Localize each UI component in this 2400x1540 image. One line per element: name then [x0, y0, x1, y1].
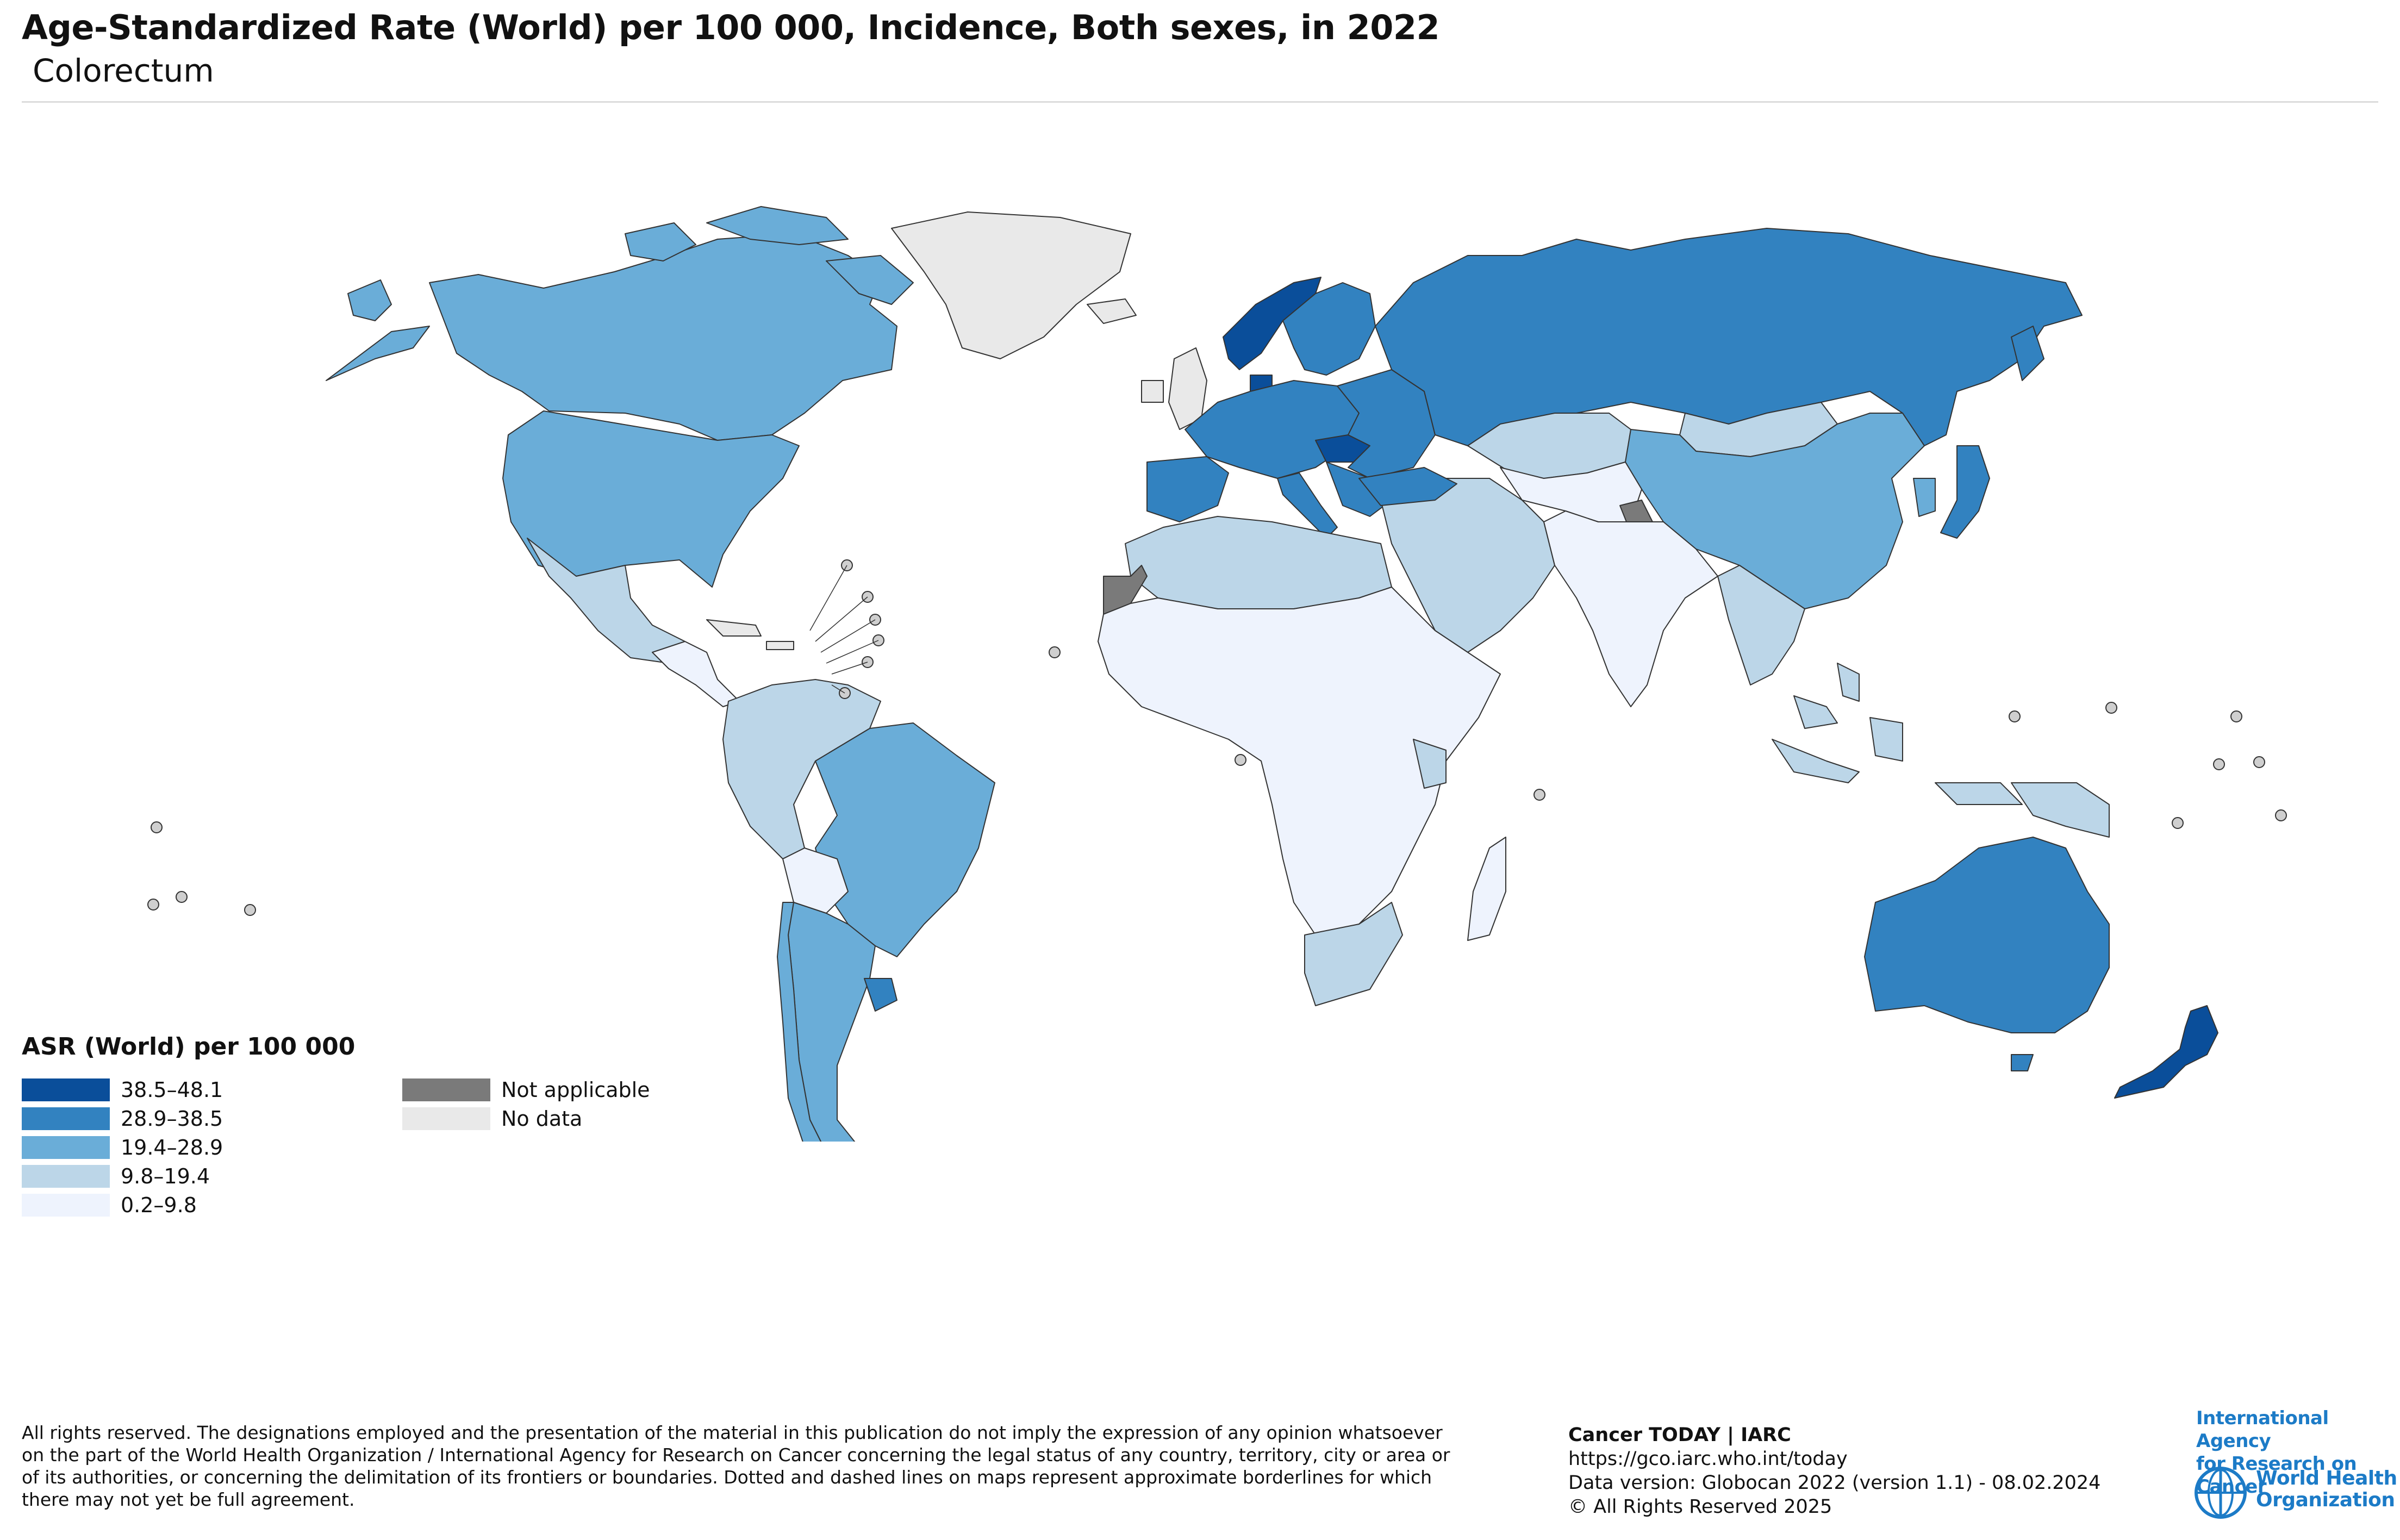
region-east-africa: [1413, 739, 1447, 789]
region-madagascar: [1467, 837, 1506, 941]
island-marker: [2275, 809, 2287, 821]
island-marker: [1049, 646, 1061, 658]
region-balkans: [1326, 462, 1392, 517]
region-sweden-finland: [1282, 282, 1376, 376]
island-marker: [1533, 789, 1545, 801]
region-south-africa: [1304, 902, 1403, 1006]
region-indonesia: [1772, 717, 2023, 805]
disclaimer-line: of its authorities, or concerning the de…: [22, 1467, 1432, 1488]
source-credits: Cancer TODAY | IARC https://gco.iarc.who…: [1568, 1423, 2100, 1519]
legend-swatch: [402, 1078, 490, 1101]
region-iceland: [1087, 298, 1137, 324]
legend-special: Not applicable No data: [402, 1075, 650, 1133]
legend-label: 19.4–28.9: [121, 1135, 223, 1159]
world-choropleth-map: [147, 206, 2287, 1142]
who-logo: World Health Organization: [2256, 1468, 2397, 1511]
legend-label: 38.5–48.1: [121, 1077, 223, 1102]
legend-swatch: [402, 1107, 490, 1130]
legend-title: ASR (World) per 100 000: [22, 1033, 356, 1061]
region-canada-islands: [625, 206, 914, 305]
region-north-africa: [1125, 516, 1392, 609]
island-marker: [147, 899, 159, 911]
region-australia: [1864, 837, 2110, 1033]
source-url[interactable]: https://gco.iarc.who.int/today: [1568, 1448, 1848, 1470]
legend-item: 0.2–9.8: [22, 1190, 223, 1219]
who-emblem-icon: [2195, 1467, 2247, 1519]
disclaimer-line: All rights reserved. The designations em…: [22, 1422, 1443, 1443]
region-sub-saharan-africa: [1098, 587, 1501, 936]
island-marker: [1235, 754, 1246, 766]
legend-swatch: [22, 1107, 110, 1130]
region-united-states: [502, 410, 800, 588]
legend-item: 19.4–28.9: [22, 1133, 223, 1162]
region-tasmania: [2011, 1054, 2034, 1071]
island-marker: [2009, 710, 2021, 722]
island-marker: [2253, 756, 2265, 768]
source-name: Cancer TODAY | IARC: [1568, 1424, 1791, 1446]
island-marker: [176, 891, 188, 903]
region-italy: [1277, 472, 1338, 539]
legend-label: 9.8–19.4: [121, 1164, 210, 1188]
region-russia-kamchatka: [2011, 326, 2044, 381]
legend-swatch: [22, 1193, 110, 1217]
region-middle-east: [1380, 478, 1555, 653]
region-northern-south-america: [722, 679, 881, 859]
who-logo-line: World Health: [2256, 1467, 2397, 1489]
legend-classes: 38.5–48.1 28.9–38.5 19.4–28.9 9.8–19.4 0…: [22, 1075, 223, 1219]
region-caribbean: [706, 619, 794, 650]
island-marker: [151, 821, 163, 833]
region-india: [1543, 510, 1718, 707]
legend-label: 0.2–9.8: [121, 1193, 197, 1217]
legend-swatch: [22, 1136, 110, 1159]
disclaimer-line: on the part of the World Health Organiza…: [22, 1444, 1450, 1466]
map-subtitle: Colorectum: [33, 52, 214, 89]
data-version: Data version: Globocan 2022 (version 1.1…: [1568, 1472, 2101, 1494]
legend-item: Not applicable: [402, 1075, 650, 1104]
island-marker: [2213, 758, 2225, 770]
region-korea: [1913, 478, 1936, 517]
legend-label: Not applicable: [501, 1077, 650, 1102]
island-marker: [2105, 702, 2117, 714]
region-iberia: [1146, 456, 1229, 522]
disclaimer-line: there may not yet be full agreement.: [22, 1489, 355, 1510]
region-central-america: [652, 641, 740, 707]
disclaimer-text: All rights reserved. The designations em…: [22, 1421, 1528, 1511]
copyright: © All Rights Reserved 2025: [1568, 1496, 1832, 1518]
region-russia: [1375, 228, 2083, 452]
legend-swatch: [22, 1164, 110, 1188]
region-canada: [429, 233, 897, 441]
legend-item: 9.8–19.4: [22, 1162, 223, 1190]
island-marker: [2230, 710, 2242, 722]
legend-swatch: [22, 1078, 110, 1101]
region-turkey: [1358, 467, 1457, 506]
region-japan: [1940, 445, 1990, 539]
region-greenland: [891, 211, 1131, 359]
island-marker: [2172, 817, 2184, 829]
who-logo-line: Organization: [2256, 1489, 2395, 1511]
header-divider: [22, 101, 2378, 103]
legend-item: No data: [402, 1104, 650, 1133]
region-uk: [1141, 347, 1207, 430]
legend-item: 38.5–48.1: [22, 1075, 223, 1104]
island-marker: [244, 904, 256, 916]
region-alaska: [326, 279, 430, 381]
region-chile: [777, 902, 822, 1142]
legend-label: 28.9–38.5: [121, 1106, 223, 1131]
region-new-zealand: [2114, 1005, 2218, 1099]
region-southeast-asia: [1717, 565, 1860, 729]
region-uruguay: [864, 978, 897, 1012]
region-papua: [2011, 782, 2110, 838]
map-title: Age-Standardized Rate (World) per 100 00…: [22, 8, 1440, 47]
iarc-logo-line: International Agency: [2196, 1407, 2329, 1452]
legend-item: 28.9–38.5: [22, 1104, 223, 1133]
legend-label: No data: [501, 1106, 583, 1131]
